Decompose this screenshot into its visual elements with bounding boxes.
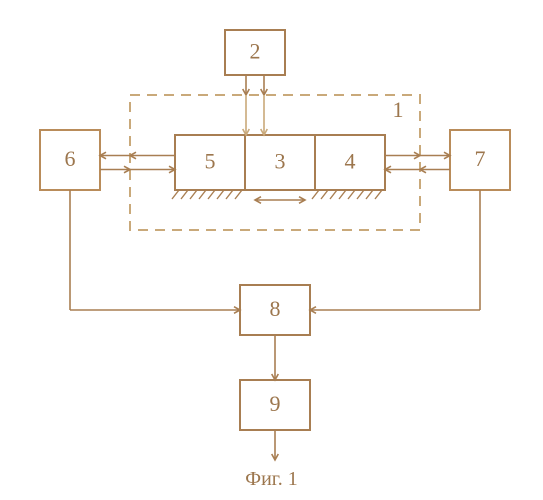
label-3: 3 xyxy=(275,149,286,174)
figure-caption: Фиг. 1 xyxy=(245,468,297,490)
label-7: 7 xyxy=(475,146,486,171)
label-4: 4 xyxy=(345,149,356,174)
label-6: 6 xyxy=(65,146,76,171)
label-2: 2 xyxy=(250,39,261,64)
label-9: 9 xyxy=(270,391,281,416)
label-5: 5 xyxy=(205,149,216,174)
label-8: 8 xyxy=(270,296,281,321)
label-1: 1 xyxy=(393,97,404,122)
